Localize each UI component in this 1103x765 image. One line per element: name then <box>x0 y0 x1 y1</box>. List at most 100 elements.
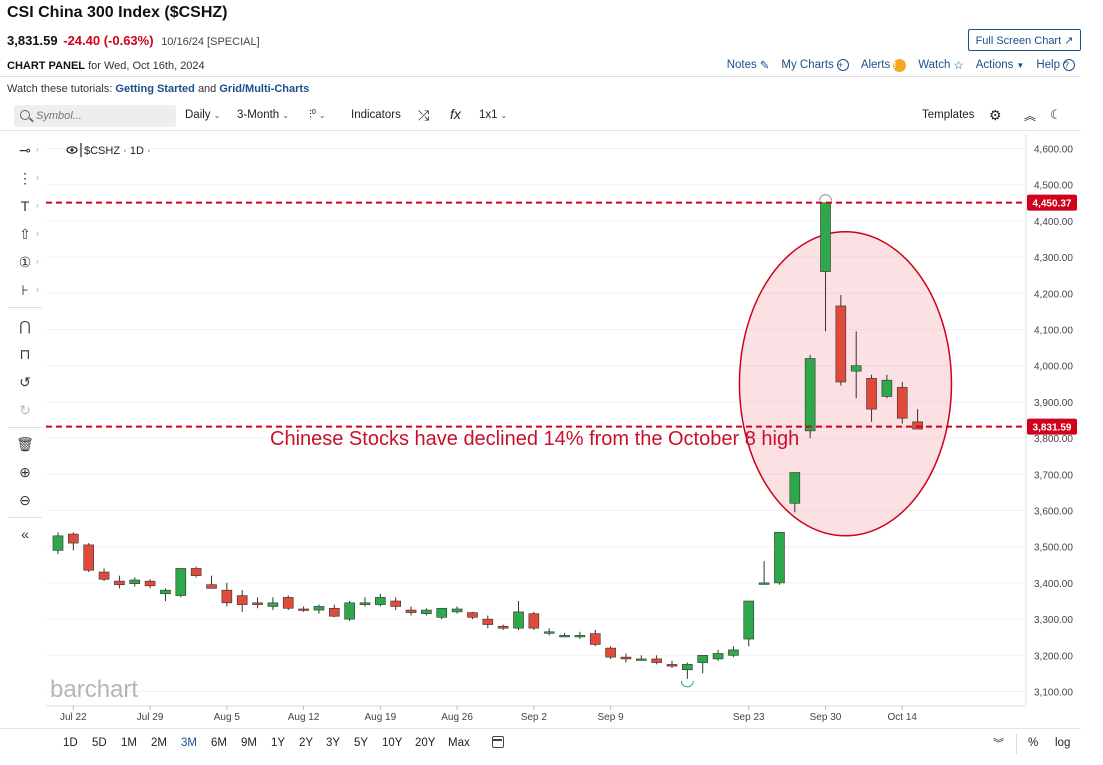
full-screen-chart-button[interactable]: Full Screen Chart ↗ <box>968 29 1081 51</box>
candle[interactable] <box>344 601 355 621</box>
candle[interactable] <box>68 532 79 551</box>
candle[interactable] <box>221 582 233 607</box>
candlestick-chart[interactable]: 4,450.37 3,831.59 3,100.00 3,200.00 3,300.0… <box>46 134 1103 734</box>
layout-select[interactable]: 1x1 ⌄ <box>479 109 508 121</box>
candle[interactable] <box>390 597 402 611</box>
arrow-up-tool-icon[interactable]: ⇧ <box>19 226 31 242</box>
candle[interactable] <box>421 608 432 616</box>
candle[interactable] <box>651 655 662 665</box>
gear-icon[interactable]: ⚙ <box>989 107 1002 123</box>
candle[interactable] <box>282 595 294 611</box>
candle[interactable] <box>774 531 785 585</box>
period-2m[interactable]: 2M <box>151 737 167 749</box>
magnet-icon[interactable]: ⋂ <box>19 318 31 334</box>
crosshair-tool-icon[interactable]: ⊸ <box>19 142 31 158</box>
candle[interactable] <box>144 579 156 589</box>
candle[interactable] <box>175 568 187 598</box>
moon-icon[interactable]: ☾ <box>1050 107 1062 122</box>
period-1m[interactable]: 1M <box>121 737 137 749</box>
candle[interactable] <box>789 472 801 513</box>
indicators-button[interactable]: Indicators <box>351 109 401 121</box>
getting-started-link[interactable]: Getting Started <box>115 83 195 95</box>
candle[interactable] <box>605 646 616 659</box>
collapse-left-icon[interactable]: « <box>21 526 29 542</box>
candle[interactable] <box>743 600 755 647</box>
alerts-link[interactable]: Alerts! <box>861 58 907 72</box>
symbol-search-input[interactable] <box>14 105 176 127</box>
candle[interactable] <box>160 588 171 602</box>
symbol-label[interactable]: $CSHZ · 1D · <box>84 145 151 157</box>
candle[interactable] <box>635 655 647 661</box>
grid-multi-charts-link[interactable]: Grid/Multi-Charts <box>219 83 310 95</box>
templates-button[interactable]: Templates <box>922 109 975 121</box>
period-5d[interactable]: 5D <box>92 737 107 749</box>
candle[interactable] <box>298 606 309 612</box>
candle[interactable] <box>359 597 371 607</box>
chart-type-select[interactable]: ⫶⁰ ⌄ <box>309 109 326 122</box>
candle[interactable] <box>666 660 678 668</box>
log-toggle[interactable]: log <box>1055 737 1071 749</box>
number-marker-icon[interactable]: ① <box>18 254 32 270</box>
candle[interactable] <box>236 590 248 612</box>
period-max[interactable]: Max <box>448 737 470 749</box>
candle[interactable] <box>543 628 555 636</box>
line-tool-icon[interactable]: ⋮ <box>18 170 32 186</box>
period-6m[interactable]: 6M <box>211 737 227 749</box>
undo-icon[interactable]: ↺ <box>19 374 31 390</box>
zoom-out-icon[interactable]: ⊖ <box>19 492 31 508</box>
candle[interactable] <box>405 606 417 616</box>
candle[interactable] <box>559 632 570 638</box>
candle[interactable] <box>804 354 816 439</box>
zoom-in-icon[interactable]: ⊕ <box>19 464 31 480</box>
candle[interactable] <box>252 597 263 609</box>
candle[interactable] <box>467 611 478 620</box>
help-link[interactable]: Help? <box>1036 59 1075 71</box>
candle[interactable] <box>83 543 95 573</box>
candle[interactable] <box>682 662 693 679</box>
interval-select[interactable]: Daily ⌄ <box>185 109 221 121</box>
period-9m[interactable]: 9M <box>241 737 257 749</box>
candle[interactable] <box>328 604 340 618</box>
candle[interactable] <box>190 566 202 578</box>
watch-link[interactable]: Watch ☆ <box>918 59 964 72</box>
period-20y[interactable]: 20Y <box>415 737 436 749</box>
candle[interactable] <box>375 593 386 607</box>
eye-icon[interactable] <box>66 146 78 154</box>
calendar-icon[interactable] <box>492 736 504 748</box>
candle[interactable] <box>451 606 463 614</box>
candle[interactable] <box>574 631 586 640</box>
candle[interactable] <box>896 381 908 424</box>
collapse-up-icon[interactable]: ︽ <box>1024 109 1037 123</box>
candle[interactable] <box>436 607 448 620</box>
period-1d[interactable]: 1D <box>63 737 78 749</box>
candle[interactable] <box>267 597 279 611</box>
compare-shuffle-icon[interactable]: ⤮ <box>418 107 430 123</box>
candle[interactable] <box>620 653 632 663</box>
range-select[interactable]: 3-Month ⌄ <box>237 109 289 121</box>
candle[interactable] <box>850 331 862 399</box>
candle[interactable] <box>758 561 770 585</box>
period-3m[interactable]: 3M <box>181 737 197 749</box>
double-chevron-down-icon[interactable]: ︾ <box>993 738 1004 750</box>
period-1y[interactable]: 1Y <box>271 737 286 749</box>
period-10y[interactable]: 10Y <box>382 737 403 749</box>
trash-icon[interactable]: 🗑 <box>16 436 34 452</box>
candle[interactable] <box>513 601 524 630</box>
candle[interactable] <box>129 577 141 587</box>
my-charts-link[interactable]: My Charts + <box>781 59 849 71</box>
candle[interactable] <box>98 568 110 582</box>
candle[interactable] <box>114 575 125 589</box>
candle[interactable] <box>881 374 893 399</box>
candle[interactable] <box>866 374 877 422</box>
function-icon[interactable]: fx <box>450 106 461 122</box>
candle[interactable] <box>728 646 739 658</box>
candle[interactable] <box>712 649 724 661</box>
candle[interactable] <box>820 202 831 332</box>
candle[interactable] <box>482 615 494 629</box>
text-tool-icon[interactable]: T <box>20 198 30 214</box>
percent-toggle[interactable]: % <box>1028 737 1039 749</box>
candle[interactable] <box>497 624 509 630</box>
candle[interactable] <box>835 295 847 386</box>
lock-icon[interactable]: ⊓ <box>19 346 31 362</box>
chart-area[interactable]: 4,450.37 3,831.59 3,100.00 3,200.00 3,300.0… <box>46 134 1077 723</box>
